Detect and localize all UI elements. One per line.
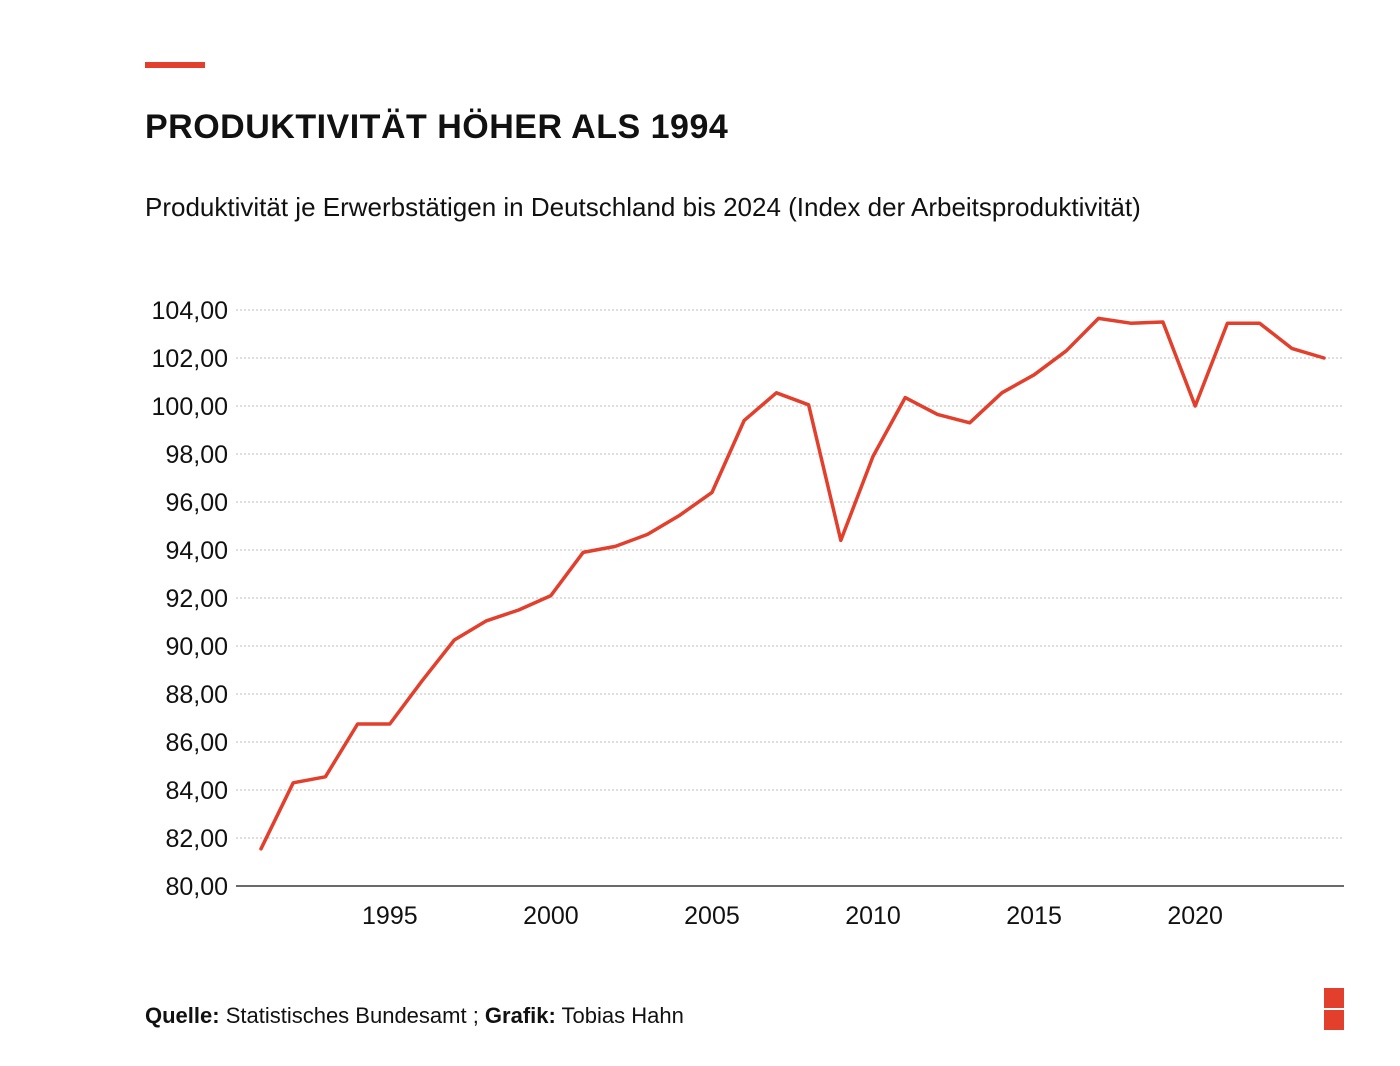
y-tick-label: 102,00: [152, 345, 228, 373]
y-tick-label: 96,00: [165, 489, 228, 517]
x-tick-label: 2020: [1167, 902, 1223, 930]
logo-square-bottom: [1324, 1010, 1344, 1030]
y-tick-label: 80,00: [165, 873, 228, 901]
x-tick-label: 2015: [1006, 902, 1062, 930]
y-tick-label: 86,00: [165, 729, 228, 757]
y-tick-label: 84,00: [165, 777, 228, 805]
graphic-label: Grafik:: [484, 1003, 556, 1028]
grid-lines: [236, 309, 1344, 839]
chart-title: PRODUKTIVITÄT HÖHER ALS 1994: [145, 108, 729, 146]
source-footer: Quelle: Statistisches Bundesamt ; Grafik…: [145, 1003, 684, 1029]
y-axis-tick-labels: 80,00 82,00 84,00 86,00 88,00 90,00 92,00 94,00…: [152, 297, 228, 901]
graphic-value: Tobias Hahn: [555, 1003, 684, 1028]
y-tick-label: 90,00: [165, 633, 228, 661]
brand-logo: [1324, 988, 1344, 1030]
logo-square-top: [1324, 988, 1344, 1008]
series-line: [259, 316, 1326, 851]
y-tick-label: 88,00: [165, 681, 228, 709]
y-tick-label: 104,00: [152, 297, 228, 325]
x-tick-label: 1995: [362, 902, 418, 930]
x-axis-tick-labels: 1995 2000 2005 2010 2015 2020: [362, 902, 1223, 930]
y-tick-label: 100,00: [152, 393, 228, 421]
series-layer: [259, 316, 1326, 851]
chart-subtitle: Produktivität je Erwerbstätigen in Deuts…: [145, 192, 1141, 222]
accent-bar: [145, 62, 205, 68]
y-tick-label: 94,00: [165, 537, 228, 565]
y-tick-label: 82,00: [165, 825, 228, 853]
x-tick-label: 2010: [845, 902, 901, 930]
y-tick-label: 98,00: [165, 441, 228, 469]
x-tick-label: 2005: [684, 902, 740, 930]
source-label: Quelle:: [145, 1003, 220, 1028]
x-tick-label: 2000: [523, 902, 579, 930]
y-tick-label: 92,00: [165, 585, 228, 613]
source-value: Statistisches Bundesamt ;: [219, 1003, 485, 1028]
